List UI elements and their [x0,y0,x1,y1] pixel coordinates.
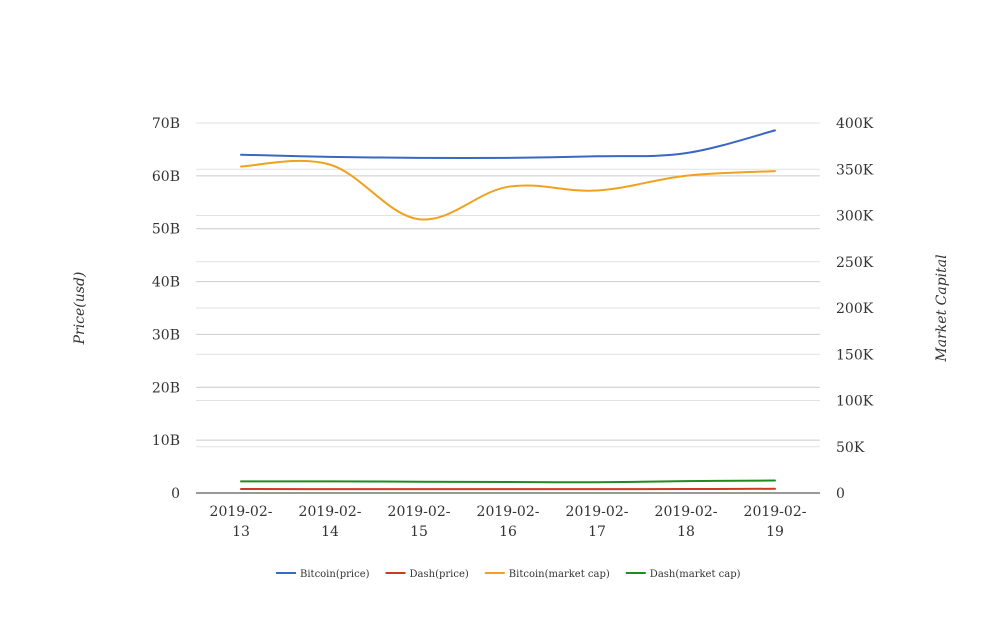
y-left-tick-label: 50B [152,222,180,238]
legend-item-dash-price[interactable]: Dash(price) [386,569,469,580]
x-tick-label: 2019-02-16 [477,504,540,540]
x-tick-label: 2019-02-13 [210,504,273,540]
y-right-tick-label: 350K [836,162,874,178]
y-left-tick-label: 60B [152,169,180,185]
x-tick-label: 2019-02-14 [299,504,362,540]
y-left-axis-title: Price(usd) [72,272,88,346]
legend-label: Dash(price) [410,569,469,580]
y-left-tick-label: 10B [152,433,180,449]
legend: Bitcoin(price) Dash(price) Bitcoin(market … [276,569,741,580]
y-right-tick-label: 250K [836,255,874,271]
y-right-tick-label: 50K [836,440,865,456]
y-right-tick-label: 100K [836,394,874,410]
x-tick-label: 2019-02-15 [388,504,451,540]
y-left-tick-label: 0 [171,486,180,502]
legend-item-dash-market-cap[interactable]: Dash(market cap) [626,569,741,580]
y-right-tick-label: 150K [836,347,874,363]
grid-lines [196,123,820,447]
x-tick-label: 2019-02-18 [655,504,718,540]
x-tick-label: 2019-02-19 [744,504,807,540]
y-left-tick-label: 40B [152,275,180,291]
y-right-axis-title: Market Capital [934,254,950,362]
legend-item-bitcoin-market-cap[interactable]: Bitcoin(market cap) [485,569,610,580]
legend-label: Bitcoin(market cap) [509,569,610,580]
axes: 0 10B 20B 30B 40B 50B 60B 70B 0 50K 100K 150K 200K 25… [152,116,874,540]
legend-label: Dash(market cap) [650,569,741,580]
series-lines [241,130,775,489]
x-tick-label: 2019-02-17 [566,504,629,540]
y-right-tick-label: 400K [836,116,874,132]
legend-item-bitcoin-price[interactable]: Bitcoin(price) [276,569,370,580]
y-right-tick-label: 200K [836,301,874,317]
y-left-tick-label: 20B [152,380,180,396]
y-left-tick-label: 30B [152,327,180,343]
legend-label: Bitcoin(price) [300,569,370,580]
y-left-tick-label: 70B [152,116,180,132]
y-right-tick-label: 0 [836,486,845,502]
series-line-bitcoin-price [241,130,775,158]
series-line-dash-market-cap [241,481,775,483]
y-right-tick-label: 300K [836,209,874,225]
